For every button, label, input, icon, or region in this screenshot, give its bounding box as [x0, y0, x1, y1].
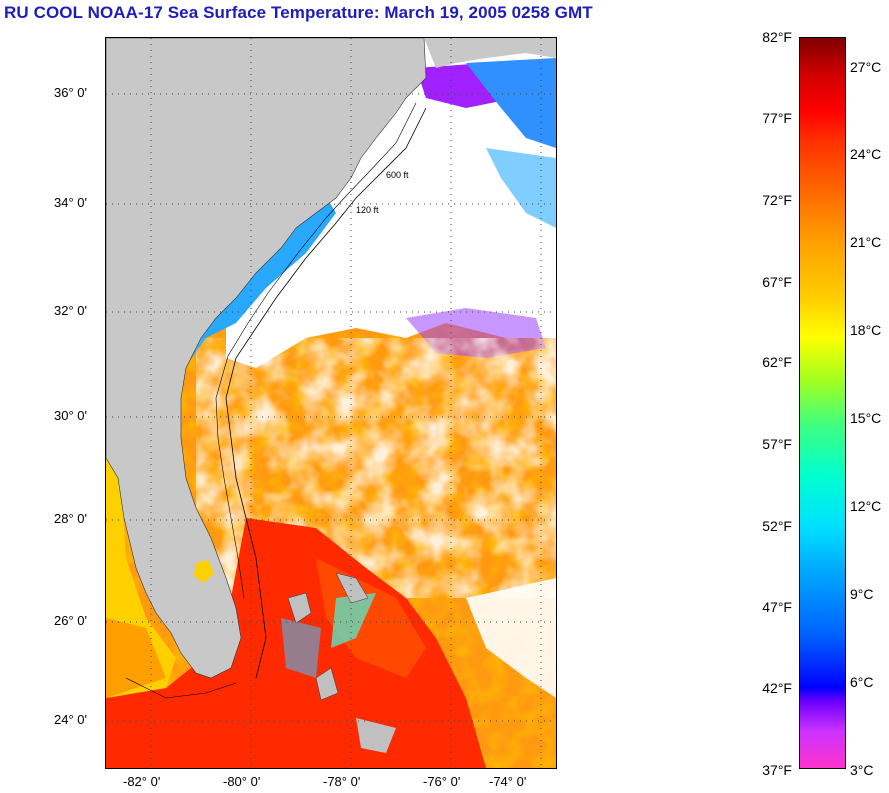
colorbar-f-label: 67°F: [762, 274, 792, 290]
lat-label-30: 30° 0': [54, 408, 87, 423]
lat-label-32: 32° 0': [54, 303, 87, 318]
colorbar-c-label: 9°C: [850, 586, 874, 602]
temperature-colorbar: [799, 37, 846, 769]
cloud-cover-north: [226, 38, 556, 368]
colorbar-c-label: 3°C: [850, 762, 874, 778]
lat-label-28: 28° 0': [54, 511, 87, 526]
colorbar-c-label: 6°C: [850, 674, 874, 690]
contour-florida-keys: [125, 677, 237, 699]
lat-label-34: 34° 0': [54, 195, 87, 210]
lat-label-36: 36° 0': [54, 85, 87, 100]
gulf-mexico-warm: [106, 618, 166, 698]
depth-label-600ft: 600 ft: [386, 170, 409, 180]
colorbar-f-label: 47°F: [762, 599, 792, 615]
colorbar-f-label: 77°F: [762, 110, 792, 126]
outer-banks-land: [424, 38, 556, 68]
sst-map-canvas: 120 ft 600 ft: [106, 38, 556, 768]
lon-label-74: -74° 0': [489, 774, 527, 789]
us-landmass: [106, 38, 427, 679]
lon-label-76: -76° 0': [423, 774, 461, 789]
cool-offshore-water: [466, 58, 556, 148]
lon-label-80: -80° 0': [223, 774, 261, 789]
sst-map: 120 ft 600 ft: [105, 37, 557, 769]
cool-patch: [486, 148, 556, 228]
lon-label-82: -82° 0': [123, 774, 161, 789]
bahamas-island: [335, 572, 369, 604]
colorbar-f-label: 82°F: [762, 29, 792, 45]
colorbar-f-label: 37°F: [762, 762, 792, 778]
colorbar-f-label: 62°F: [762, 354, 792, 370]
cuba-land: [356, 718, 396, 753]
cloud-cover-southeast: [466, 578, 556, 698]
colorbar-f-label: 72°F: [762, 192, 792, 208]
map-title: RU COOL NOAA-17 Sea Surface Temperature:…: [4, 3, 593, 22]
contour-600ft: [225, 107, 427, 679]
depth-label-120ft: 120 ft: [356, 205, 379, 215]
lat-label-24: 24° 0': [54, 712, 87, 727]
colorbar-c-label: 15°C: [850, 410, 882, 426]
contour-120ft: [215, 102, 417, 599]
bahamas-island: [287, 592, 312, 624]
colorbar-f-label: 42°F: [762, 680, 792, 696]
cool-shelf-water: [176, 188, 336, 373]
bahamas-island: [315, 667, 339, 701]
colorbar-c-label: 18°C: [850, 322, 882, 338]
colorbar-c-label: 27°C: [850, 59, 882, 75]
lake-okeechobee: [194, 560, 214, 583]
colorbar-f-label: 52°F: [762, 518, 792, 534]
lon-label-78: -78° 0': [323, 774, 361, 789]
bahamas-bank: [331, 593, 376, 648]
colorbar-c-label: 24°C: [850, 146, 882, 162]
lat-label-26: 26° 0': [54, 613, 87, 628]
colorbar-c-label: 12°C: [850, 498, 882, 514]
bahamas-bank-south: [281, 618, 321, 678]
colorbar-c-label: 21°C: [850, 234, 882, 250]
colorbar-f-label: 57°F: [762, 436, 792, 452]
